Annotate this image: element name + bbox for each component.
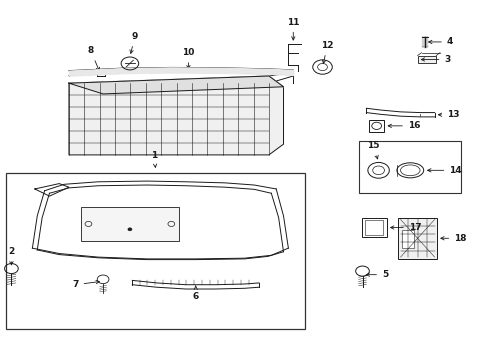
- Text: 14: 14: [427, 166, 461, 175]
- Text: 15: 15: [366, 141, 379, 159]
- Bar: [358, 140, 461, 193]
- Bar: [397, 218, 436, 259]
- Bar: [417, 55, 435, 63]
- Text: 7: 7: [72, 280, 99, 289]
- Text: 8: 8: [88, 46, 99, 71]
- Bar: [361, 218, 386, 237]
- Text: 9: 9: [130, 32, 138, 53]
- Bar: [81, 207, 178, 241]
- Text: 6: 6: [192, 286, 199, 301]
- Text: 10: 10: [182, 48, 194, 69]
- Polygon shape: [69, 76, 283, 155]
- Text: 13: 13: [437, 110, 458, 119]
- Bar: [5, 173, 305, 329]
- Text: 17: 17: [390, 223, 421, 232]
- Text: 3: 3: [421, 55, 450, 64]
- Text: 4: 4: [428, 37, 452, 46]
- Text: 1: 1: [151, 151, 157, 167]
- Text: 2: 2: [8, 247, 15, 265]
- Text: 11: 11: [286, 18, 299, 40]
- Circle shape: [128, 228, 132, 231]
- Bar: [364, 220, 383, 235]
- Bar: [401, 230, 413, 248]
- Text: 12: 12: [321, 41, 333, 63]
- Text: 16: 16: [387, 121, 420, 130]
- Bar: [368, 120, 384, 132]
- Text: 5: 5: [366, 270, 387, 279]
- Text: 18: 18: [440, 234, 466, 243]
- Polygon shape: [69, 76, 283, 94]
